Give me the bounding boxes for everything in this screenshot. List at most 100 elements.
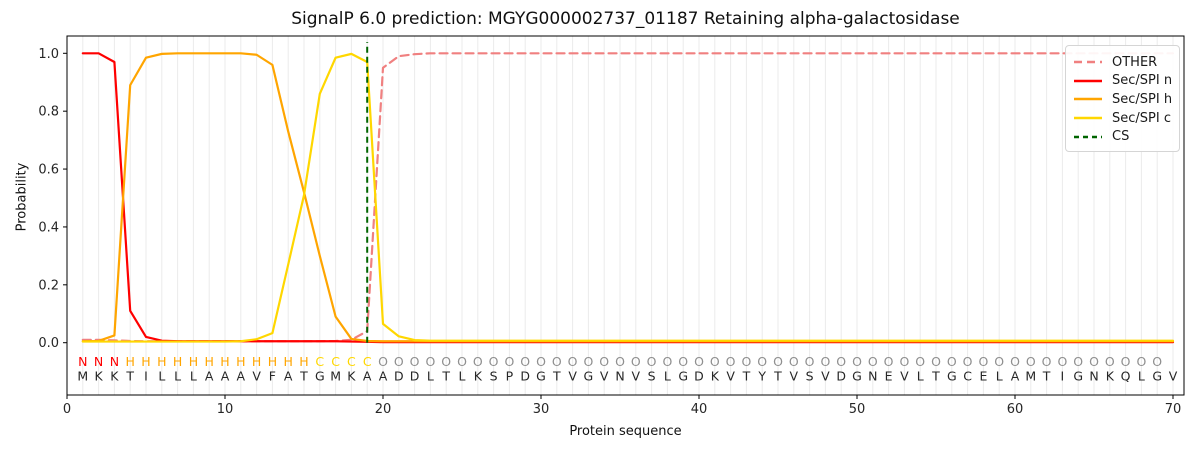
legend-item-sec-spi-c: Sec/SPI c: [1074, 109, 1171, 128]
series-line-other: [81, 52, 1175, 343]
residue-letter: K: [110, 369, 119, 384]
residue-letter: E: [979, 369, 987, 384]
region-label-letter: H: [252, 354, 261, 369]
region-label-letter: H: [173, 354, 182, 369]
residue-letter: D: [836, 369, 846, 384]
region-label-letter: O: [1057, 354, 1067, 369]
region-label-letter: O: [947, 354, 957, 369]
region-label-letter: O: [394, 354, 404, 369]
y-tick-label: 0.4: [38, 220, 59, 235]
region-label-letter: O: [805, 354, 815, 369]
residue-letter: P: [506, 369, 514, 384]
region-label-letter: O: [1089, 354, 1099, 369]
region-label-letter: N: [94, 354, 103, 369]
region-label-letter: O: [568, 354, 578, 369]
region-label-letter: N: [78, 354, 87, 369]
residue-letter: A: [221, 369, 230, 384]
residue-letter: V: [600, 369, 609, 384]
region-label-letter: O: [425, 354, 435, 369]
residue-letter: T: [125, 369, 134, 384]
legend-label: Sec/SPI n: [1112, 73, 1173, 89]
residue-letter: G: [584, 369, 594, 384]
residue-letter: N: [615, 369, 624, 384]
region-label-letter: H: [189, 354, 198, 369]
residue-letter: K: [1106, 369, 1115, 384]
legend-swatch: [1074, 79, 1102, 83]
residue-letter: L: [190, 369, 197, 384]
legend-swatch: [1074, 135, 1102, 138]
region-label-letter: C: [347, 354, 356, 369]
region-label-letter: O: [726, 354, 736, 369]
residue-letter: N: [868, 369, 877, 384]
region-label-letter: O: [741, 354, 751, 369]
residue-letter: C: [963, 369, 972, 384]
residue-letter: T: [1042, 369, 1051, 384]
residue-letter: D: [694, 369, 704, 384]
residue-letter: G: [678, 369, 688, 384]
residue-letter: A: [205, 369, 214, 384]
residue-letter: A: [1011, 369, 1020, 384]
residue-letter: G: [536, 369, 546, 384]
region-label-letter: O: [473, 354, 483, 369]
legend: OTHER Sec/SPI n Sec/SPI h Sec/SPI c CS: [1065, 45, 1180, 152]
legend-item-other: OTHER: [1074, 53, 1171, 72]
residue-letter: M: [77, 369, 88, 384]
series-line-sec-spi-n: [81, 52, 1175, 344]
residue-letter: T: [931, 369, 940, 384]
residue-letter: G: [1073, 369, 1083, 384]
residue-letter: T: [441, 369, 450, 384]
legend-swatch: [1074, 116, 1102, 120]
residue-letter: T: [299, 369, 308, 384]
residue-letter: G: [315, 369, 325, 384]
region-label-letter: H: [157, 354, 166, 369]
region-label-letter: O: [378, 354, 388, 369]
residue-letter: S: [648, 369, 656, 384]
region-label-letter: N: [110, 354, 119, 369]
legend-label: CS: [1112, 129, 1130, 145]
region-label-letter: H: [141, 354, 150, 369]
x-tick-label: 30: [533, 402, 550, 417]
residue-letter: V: [726, 369, 735, 384]
region-label-letter: H: [220, 354, 229, 369]
region-label-letter: O: [884, 354, 894, 369]
residue-letter: A: [284, 369, 293, 384]
region-label-letter: O: [457, 354, 467, 369]
region-label-letter: O: [615, 354, 625, 369]
residue-letter: D: [520, 369, 530, 384]
legend-label: Sec/SPI h: [1112, 91, 1173, 107]
region-label-letter: C: [363, 354, 372, 369]
y-tick-label: 0.0: [38, 336, 59, 351]
residue-letter: Q: [1121, 369, 1131, 384]
region-label-letter: O: [915, 354, 925, 369]
residue-letter: I: [144, 369, 148, 384]
legend-label: Sec/SPI c: [1112, 110, 1171, 126]
residue-letter: M: [330, 369, 341, 384]
region-label-letter: O: [694, 354, 704, 369]
region-label-letter: H: [268, 354, 277, 369]
residue-letter: T: [742, 369, 751, 384]
residue-letter: L: [174, 369, 181, 384]
x-tick-label: 60: [1007, 402, 1024, 417]
region-label-letter: O: [489, 354, 499, 369]
residue-letter: S: [490, 369, 498, 384]
region-label-letter: C: [315, 354, 324, 369]
legend-swatch: [1074, 98, 1102, 101]
residue-letter: S: [806, 369, 814, 384]
y-tick-label: 0.6: [38, 163, 59, 178]
region-label-letter: O: [599, 354, 609, 369]
region-label-letter: O: [678, 354, 688, 369]
region-label-letter: O: [1121, 354, 1131, 369]
axes-box: [66, 35, 1185, 396]
legend-item-sec-spi-h: Sec/SPI h: [1074, 90, 1173, 109]
region-label-letter: O: [583, 354, 593, 369]
region-label-letter: O: [520, 354, 530, 369]
legend-label: OTHER: [1112, 54, 1158, 70]
region-label-letter: O: [789, 354, 799, 369]
region-label-letter: C: [331, 354, 340, 369]
residue-letter: V: [568, 369, 577, 384]
legend-swatch: [1074, 61, 1102, 64]
residue-letter: L: [996, 369, 1003, 384]
y-tick-label: 1.0: [38, 47, 59, 62]
residue-letter: A: [363, 369, 372, 384]
